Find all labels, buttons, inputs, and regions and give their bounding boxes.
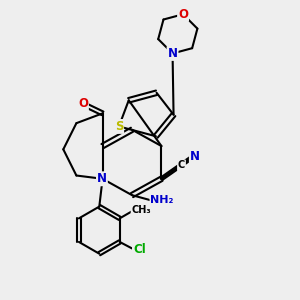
Text: CH₃: CH₃ bbox=[131, 205, 151, 215]
Text: N: N bbox=[97, 172, 107, 185]
Text: C: C bbox=[178, 160, 185, 170]
Text: N: N bbox=[190, 150, 200, 163]
Text: Cl: Cl bbox=[133, 243, 146, 256]
Text: NH₂: NH₂ bbox=[150, 195, 174, 205]
Text: S: S bbox=[115, 120, 123, 133]
Text: N: N bbox=[168, 47, 178, 60]
Text: O: O bbox=[178, 8, 188, 21]
Text: O: O bbox=[78, 97, 88, 110]
